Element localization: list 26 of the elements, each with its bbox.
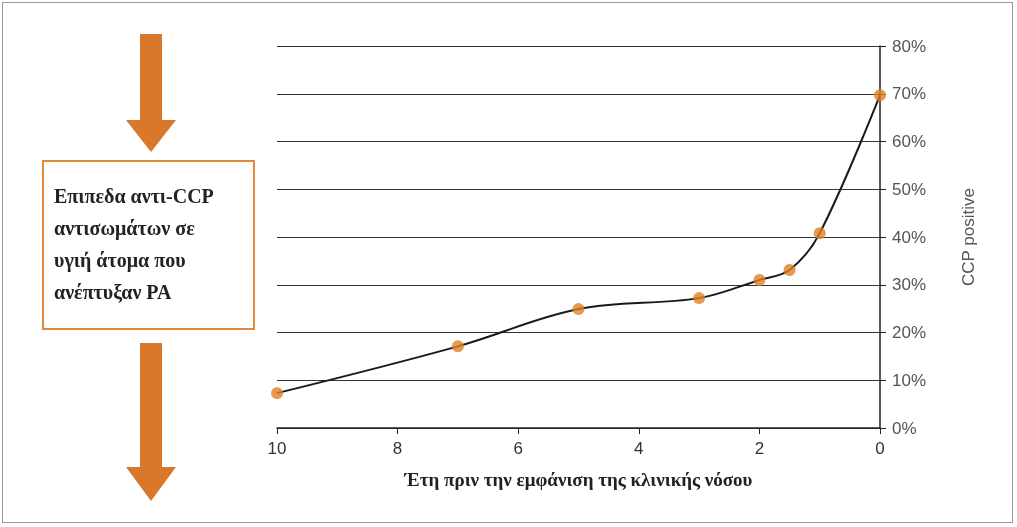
y-tick-label: 0% xyxy=(892,418,917,438)
point xyxy=(874,89,886,102)
point xyxy=(572,303,585,316)
point xyxy=(451,340,464,353)
point xyxy=(783,263,796,276)
x-tick-label: 4 xyxy=(634,439,644,458)
y-tick-label: 20% xyxy=(892,323,927,342)
x-tick-label: 8 xyxy=(392,439,403,458)
x-axis-title: Έτη πριν την εμφάνιση της κλινικής νόσου xyxy=(403,469,753,490)
y-tick-label: 70% xyxy=(892,84,927,104)
point xyxy=(813,227,826,240)
x-tick-label: 10 xyxy=(267,439,287,458)
y-axis-title: CCP positive xyxy=(959,188,978,286)
point xyxy=(693,292,706,305)
x-tick-label: 2 xyxy=(754,439,765,458)
y-tick-label: 80% xyxy=(892,36,927,56)
point xyxy=(753,273,766,286)
point xyxy=(271,387,283,400)
text: Επιπεδα αντι-CCP αντισωμάτων σε υγιή άτομα που ανέπτυξαν PA xyxy=(42,160,255,330)
x-tick-label: 0 xyxy=(875,439,885,458)
y-tick-label: 40% xyxy=(892,227,927,247)
x-tick-label: 6 xyxy=(513,439,523,458)
y-tick-label: 50% xyxy=(892,179,927,199)
y-tick-label: 10% xyxy=(892,370,927,390)
y-tick-label: 30% xyxy=(892,275,927,295)
y-tick-label: 60% xyxy=(892,132,927,151)
